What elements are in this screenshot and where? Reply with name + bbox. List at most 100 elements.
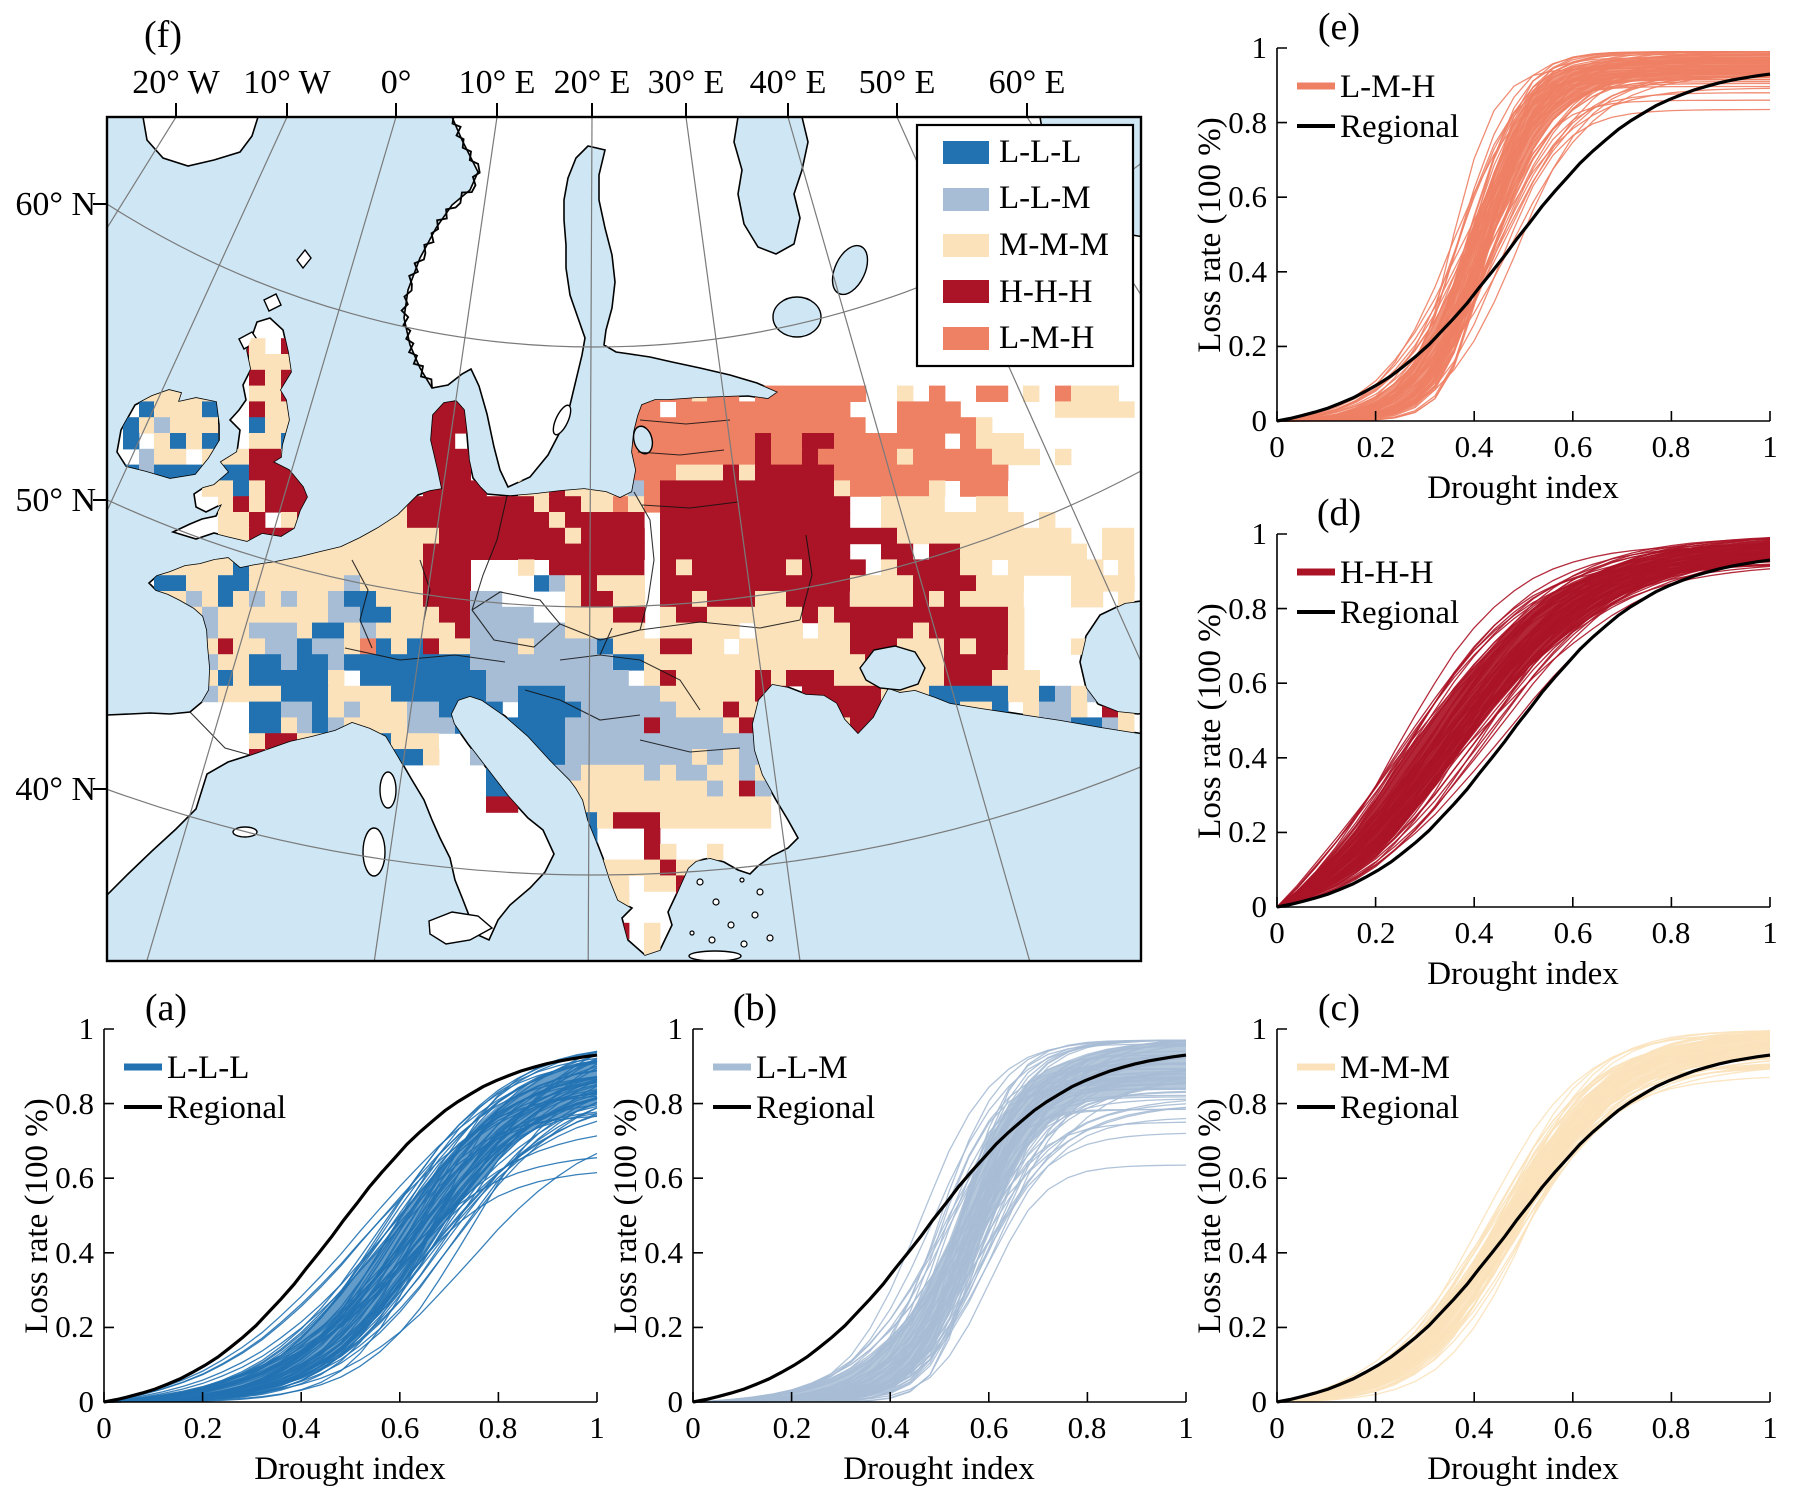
svg-text:1: 1 xyxy=(1252,516,1268,551)
svg-text:Regional: Regional xyxy=(1340,595,1459,631)
svg-text:Regional: Regional xyxy=(1340,1090,1459,1126)
svg-text:0: 0 xyxy=(1269,1410,1285,1445)
svg-text:Loss rate (100 %): Loss rate (100 %) xyxy=(1192,603,1228,839)
svg-text:0.4: 0.4 xyxy=(55,1235,94,1270)
svg-text:M-M-M: M-M-M xyxy=(999,227,1109,263)
svg-text:0.4: 0.4 xyxy=(282,1410,321,1445)
svg-text:Drought index: Drought index xyxy=(1427,956,1619,992)
svg-text:Drought index: Drought index xyxy=(254,1451,446,1487)
svg-text:(a): (a) xyxy=(145,987,187,1029)
svg-text:10° E: 10° E xyxy=(459,64,536,101)
svg-text:Loss rate (100 %): Loss rate (100 %) xyxy=(1192,1098,1228,1334)
svg-text:0°: 0° xyxy=(381,64,412,101)
svg-text:0.2: 0.2 xyxy=(1228,328,1267,363)
svg-text:0.8: 0.8 xyxy=(1652,915,1691,950)
svg-text:Drought index: Drought index xyxy=(843,1451,1035,1487)
svg-text:0.8: 0.8 xyxy=(1652,429,1691,464)
svg-text:(d): (d) xyxy=(1317,492,1361,534)
svg-text:1: 1 xyxy=(1252,30,1268,65)
svg-text:50° N: 50° N xyxy=(15,482,96,519)
svg-text:0.2: 0.2 xyxy=(184,1410,223,1445)
svg-text:1: 1 xyxy=(79,1011,95,1046)
svg-text:0.4: 0.4 xyxy=(1228,1235,1267,1270)
svg-text:0.2: 0.2 xyxy=(1357,429,1396,464)
svg-text:0.6: 0.6 xyxy=(1554,429,1593,464)
svg-text:30° E: 30° E xyxy=(648,64,725,101)
svg-text:1: 1 xyxy=(1762,915,1778,950)
svg-text:0.6: 0.6 xyxy=(1228,179,1267,214)
svg-text:0.2: 0.2 xyxy=(55,1309,94,1344)
svg-text:0.6: 0.6 xyxy=(1554,1410,1593,1445)
svg-text:Loss rate (100 %): Loss rate (100 %) xyxy=(608,1098,644,1334)
svg-text:0.8: 0.8 xyxy=(479,1410,518,1445)
svg-text:0.2: 0.2 xyxy=(1357,1410,1396,1445)
svg-text:10° W: 10° W xyxy=(243,64,331,101)
svg-text:L-L-L: L-L-L xyxy=(167,1050,249,1086)
svg-text:0.2: 0.2 xyxy=(1228,814,1267,849)
svg-text:50° E: 50° E xyxy=(859,64,936,101)
svg-text:H-H-H: H-H-H xyxy=(999,274,1092,310)
svg-text:40° E: 40° E xyxy=(750,64,827,101)
svg-text:0: 0 xyxy=(1252,403,1268,438)
svg-text:0.8: 0.8 xyxy=(1228,105,1267,140)
svg-text:Loss rate (100 %): Loss rate (100 %) xyxy=(19,1098,55,1334)
svg-text:60° N: 60° N xyxy=(15,186,96,223)
svg-text:0.2: 0.2 xyxy=(644,1309,683,1344)
svg-text:0: 0 xyxy=(685,1410,701,1445)
svg-text:0.6: 0.6 xyxy=(970,1410,1009,1445)
svg-text:0.8: 0.8 xyxy=(644,1086,683,1121)
svg-text:(f): (f) xyxy=(144,14,182,56)
svg-text:0.2: 0.2 xyxy=(773,1410,812,1445)
svg-text:1: 1 xyxy=(589,1410,605,1445)
svg-text:20° E: 20° E xyxy=(554,64,631,101)
svg-text:0: 0 xyxy=(668,1384,684,1419)
svg-text:H-H-H: H-H-H xyxy=(1340,555,1433,591)
svg-text:0: 0 xyxy=(1269,915,1285,950)
svg-text:L-L-M: L-L-M xyxy=(756,1050,848,1086)
svg-text:0: 0 xyxy=(1252,889,1268,924)
svg-text:0.4: 0.4 xyxy=(1455,915,1494,950)
svg-text:L-L-L: L-L-L xyxy=(999,134,1081,170)
svg-text:0.6: 0.6 xyxy=(381,1410,420,1445)
svg-text:0: 0 xyxy=(96,1410,112,1445)
svg-text:0.4: 0.4 xyxy=(1455,1410,1494,1445)
svg-text:Drought index: Drought index xyxy=(1427,1451,1619,1487)
svg-text:Regional: Regional xyxy=(756,1090,875,1126)
svg-text:0: 0 xyxy=(1269,429,1285,464)
svg-text:1: 1 xyxy=(1178,1410,1194,1445)
svg-text:Regional: Regional xyxy=(1340,109,1459,145)
svg-text:40° N: 40° N xyxy=(15,771,96,808)
svg-text:0.4: 0.4 xyxy=(1228,740,1267,775)
svg-text:0.8: 0.8 xyxy=(1652,1410,1691,1445)
svg-text:0.8: 0.8 xyxy=(55,1086,94,1121)
svg-text:0.8: 0.8 xyxy=(1228,591,1267,626)
svg-text:L-L-M: L-L-M xyxy=(999,180,1091,216)
svg-text:0.6: 0.6 xyxy=(1228,1160,1267,1195)
svg-text:0.4: 0.4 xyxy=(871,1410,910,1445)
svg-text:60° E: 60° E xyxy=(989,64,1066,101)
svg-text:Loss rate (100 %): Loss rate (100 %) xyxy=(1192,117,1228,353)
svg-text:Drought index: Drought index xyxy=(1427,470,1619,506)
svg-text:0.6: 0.6 xyxy=(1228,665,1267,700)
svg-text:1: 1 xyxy=(1252,1011,1268,1046)
svg-text:(b): (b) xyxy=(733,987,777,1029)
svg-text:0.2: 0.2 xyxy=(1228,1309,1267,1344)
svg-text:(e): (e) xyxy=(1318,6,1360,48)
svg-text:L-M-H: L-M-H xyxy=(999,320,1094,356)
svg-text:0.4: 0.4 xyxy=(1455,429,1494,464)
svg-text:0: 0 xyxy=(79,1384,95,1419)
svg-text:0.8: 0.8 xyxy=(1068,1410,1107,1445)
svg-text:0.4: 0.4 xyxy=(1228,254,1267,289)
svg-text:0.6: 0.6 xyxy=(644,1160,683,1195)
svg-text:0: 0 xyxy=(1252,1384,1268,1419)
svg-text:M-M-M: M-M-M xyxy=(1340,1050,1450,1086)
svg-text:0.6: 0.6 xyxy=(1554,915,1593,950)
svg-text:(c): (c) xyxy=(1318,987,1360,1029)
svg-text:20° W: 20° W xyxy=(132,64,220,101)
svg-text:0.6: 0.6 xyxy=(55,1160,94,1195)
svg-text:0.4: 0.4 xyxy=(644,1235,683,1270)
svg-text:1: 1 xyxy=(668,1011,684,1046)
svg-text:0.2: 0.2 xyxy=(1357,915,1396,950)
svg-text:1: 1 xyxy=(1762,429,1778,464)
svg-text:Regional: Regional xyxy=(167,1090,286,1126)
